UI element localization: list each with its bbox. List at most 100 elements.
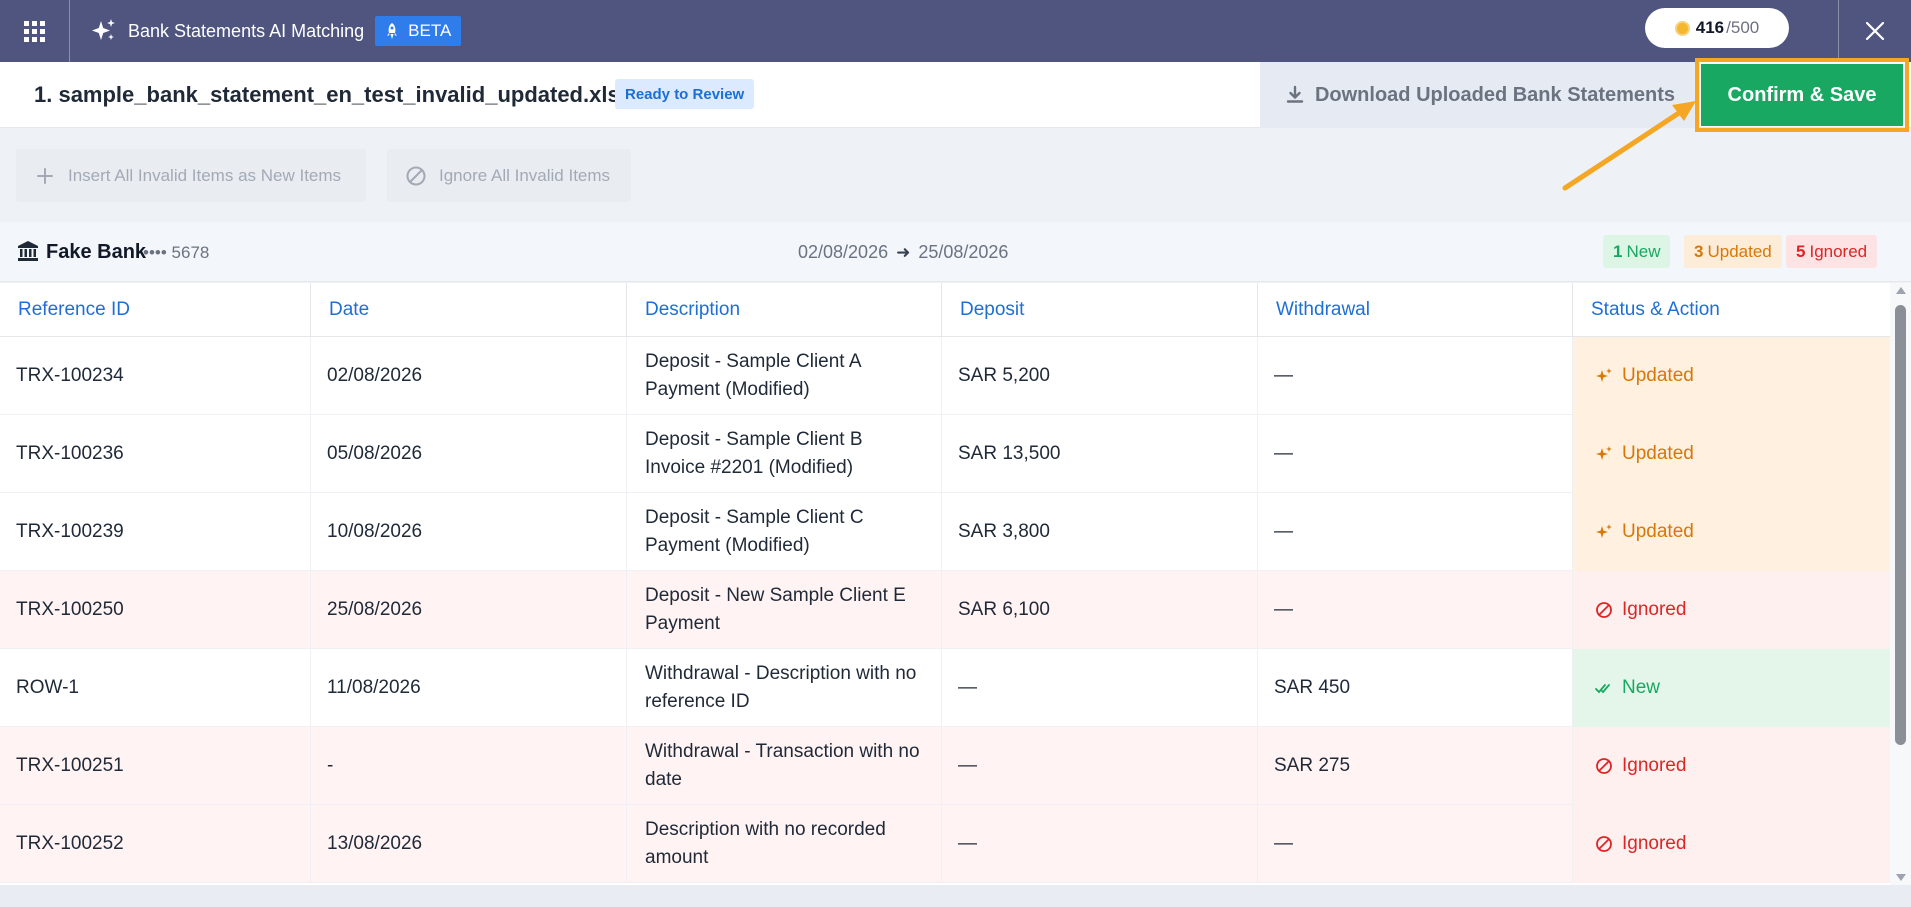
new-count-badge: 1 New [1603,235,1671,268]
date-from: 02/08/2026 [798,242,889,262]
insert-invalid-items-button[interactable]: Insert All Invalid Items as New Items [16,149,366,202]
scroll-down-icon[interactable] [1896,874,1906,881]
table-row[interactable]: TRX-100251- Withdrawal - Transaction with… [0,727,1890,805]
cell-date: 11/08/2026 [311,649,627,727]
status-action-cell[interactable]: Updated [1573,415,1890,493]
download-icon [1286,85,1304,103]
download-statements-button[interactable]: Download Uploaded Bank Statements [1260,62,1700,128]
cell-date: 10/08/2026 [311,493,627,571]
cell-description: Deposit - Sample Client C Payment (Modif… [627,493,942,571]
cell-reference-id: ROW-1 [0,649,311,727]
cell-withdrawal: — [1258,493,1573,571]
status-action-cell[interactable]: Updated [1573,493,1890,571]
cell-date: 25/08/2026 [311,571,627,649]
cell-reference-id: TRX-100250 [0,571,311,649]
sparkle-icon [1596,368,1612,382]
credits-total: /500 [1726,18,1760,37]
status-action-cell[interactable]: New [1573,649,1890,727]
cell-date: 13/08/2026 [311,805,627,883]
cell-withdrawal: SAR 275 [1258,727,1573,805]
cell-description: Withdrawal - Description with no referen… [627,649,942,727]
table-row[interactable]: ROW-1 11/08/2026 Withdrawal - Description … [0,649,1890,727]
arrow-right-icon: ➜ [896,242,911,262]
cell-deposit: SAR 13,500 [942,415,1258,493]
column-header-reference-id[interactable]: Reference ID [0,283,311,337]
bank-icon [18,241,38,261]
status-action-cell[interactable]: Updated [1573,337,1890,415]
column-header-status-action[interactable]: Status & Action [1591,299,1720,320]
ignore-invalid-label: Ignore All Invalid Items [439,165,611,185]
cell-reference-id: TRX-100239 [0,493,311,571]
download-label: Download Uploaded Bank Statements [1314,83,1676,106]
cell-deposit: — [942,649,1258,727]
cell-description: Withdrawal - Transaction with no date [627,727,942,805]
cell-date: 05/08/2026 [311,415,627,493]
double-check-icon [1595,684,1610,694]
status-badge: Ready to Review [615,79,755,109]
column-header-deposit[interactable]: Deposit [942,283,1258,337]
updated-count-label: Updated [1707,241,1772,261]
rocket-icon [387,23,398,39]
insert-invalid-label: Insert All Invalid Items as New Items [68,165,342,185]
apps-menu-button[interactable] [0,0,70,62]
cell-withdrawal: — [1258,337,1573,415]
table-row[interactable]: TRX-100236 05/08/2026 Deposit - Sample Cli… [0,415,1890,493]
date-to: 25/08/2026 [918,242,1009,262]
file-name: 1. sample_bank_statement_en_test_invalid… [34,82,632,107]
credits-indicator[interactable]: 416 /500 [1645,8,1789,48]
cell-reference-id: TRX-100252 [0,805,311,883]
status-label: Ignored [1622,833,1687,854]
scroll-thumb[interactable] [1895,305,1906,745]
cell-description: Description with no recorded amount [627,805,942,883]
cell-date: 02/08/2026 [311,337,627,415]
ban-icon [1596,758,1612,774]
status-label: New [1622,677,1661,698]
column-header-withdrawal[interactable]: Withdrawal [1258,283,1573,337]
coin-icon [1674,20,1690,36]
cell-deposit: SAR 5,200 [942,337,1258,415]
table-row[interactable]: TRX-100250 25/08/2026 Deposit - New Sample… [0,571,1890,649]
cell-description: Deposit - Sample Client A Payment (Modif… [627,337,942,415]
cell-date: - [311,727,627,805]
account-number-mask: •••• 5678 [143,243,210,262]
beta-badge: BETA [375,16,462,46]
status-action-cell[interactable]: Ignored [1573,571,1890,649]
column-header-date[interactable]: Date [311,283,627,337]
ignore-invalid-items-button[interactable]: Ignore All Invalid Items [387,149,631,202]
ban-icon [406,166,426,185]
scroll-up-icon[interactable] [1896,287,1906,294]
table-row[interactable]: TRX-100234 02/08/2026 Deposit - Sample Cli… [0,337,1890,415]
transactions-table: Reference ID Date Description Deposit Wi… [0,283,1890,885]
status-label: Updated [1622,365,1694,386]
table-scrollbar[interactable] [1890,283,1911,885]
table-row[interactable]: TRX-100252 13/08/2026 Description with no … [0,805,1890,883]
sparkle-icon [1596,524,1612,538]
app-title: Bank Statements AI Matching [128,20,365,41]
updated-count: 3 [1694,241,1704,261]
cell-deposit: — [942,805,1258,883]
column-header-description[interactable]: Description [627,283,942,337]
pointer-arrow-icon [1562,101,1696,191]
cell-reference-id: TRX-100236 [0,415,311,493]
status-action-cell[interactable]: Ignored [1573,727,1890,805]
cell-reference-id: TRX-100251 [0,727,311,805]
close-icon [1865,21,1885,41]
ignored-count-badge: 5 Ignored [1786,235,1878,268]
plus-icon [37,167,53,184]
ban-icon [1596,836,1612,852]
credits-used: 416 [1695,18,1725,37]
bank-name: Fake Bank [46,241,147,263]
new-count-label: New [1626,241,1661,261]
close-button[interactable] [1838,0,1911,62]
top-bar: Bank Statements AI Matching BETA 416 /50… [0,0,1911,62]
cell-withdrawal: — [1258,571,1573,649]
table-header: Reference ID Date Description Deposit Wi… [0,283,1890,337]
new-count: 1 [1613,241,1623,261]
table-row[interactable]: TRX-100239 10/08/2026 Deposit - Sample Cli… [0,493,1890,571]
cell-withdrawal: — [1258,415,1573,493]
cell-reference-id: TRX-100234 [0,337,311,415]
confirm-save-button[interactable]: Confirm & Save [1701,64,1903,126]
status-action-cell[interactable]: Ignored [1573,805,1890,883]
apps-grid-icon [24,20,45,42]
updated-count-badge: 3 Updated [1684,235,1782,268]
